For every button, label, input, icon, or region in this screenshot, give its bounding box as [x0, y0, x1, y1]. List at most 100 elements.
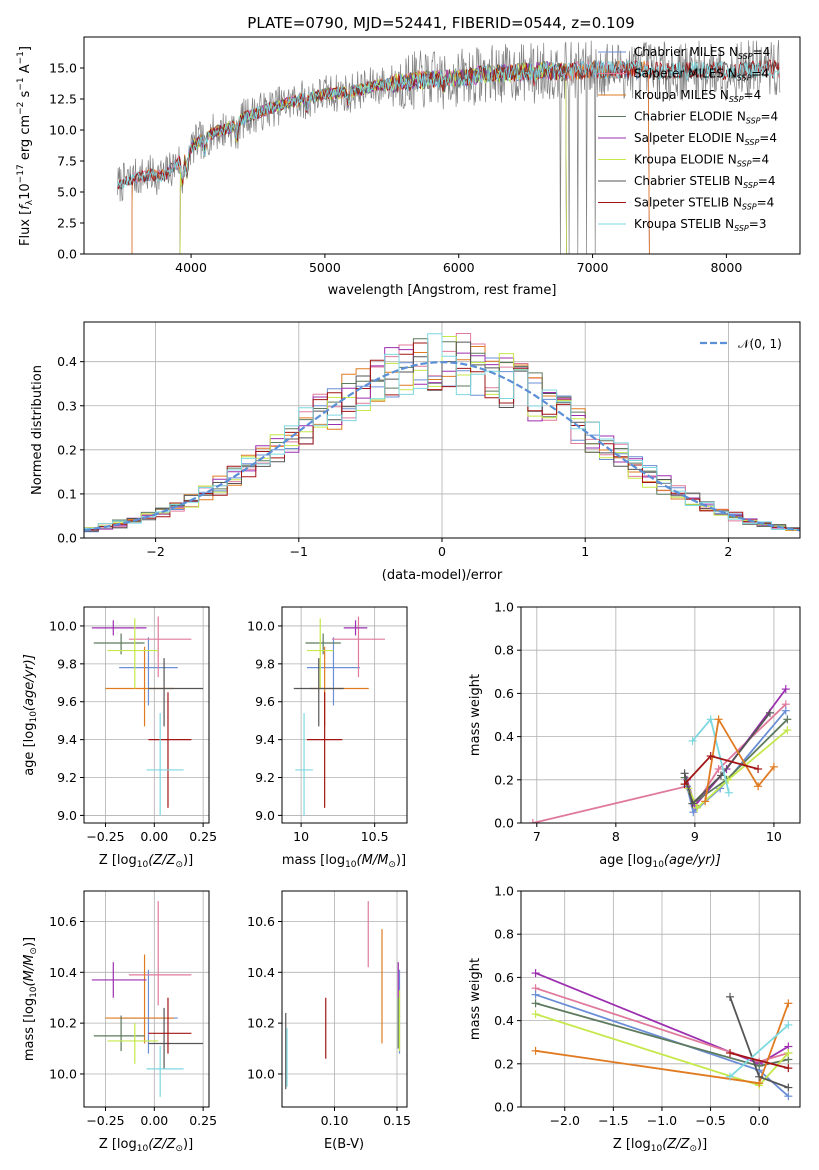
mass-vs-Z-point-salpeter-elodie: [91, 962, 147, 998]
massweight-vs-Z-marker-chabrier-elodie: [531, 999, 540, 1008]
massweight-vs-Z-xtick-label: −2.0: [550, 1113, 580, 1128]
legend-label-kroupa-elodie: Kroupa ELODIE NSSP=4: [634, 153, 769, 169]
mass-vs-Z-ytick-label: 10.6: [49, 914, 77, 929]
spectrum-xtick-label: 6000: [443, 260, 475, 275]
massweight-vs-Z-xtick-label: 0.0: [749, 1113, 769, 1128]
legend-label-chabrier-miles: Chabrier MILES NSSP=4: [634, 45, 770, 61]
residuals-xtick-label: −1: [290, 544, 308, 559]
massweight-vs-age-marker-kroupa-miles: [769, 762, 778, 771]
massweight-vs-Z-marker-kroupa-miles: [784, 999, 793, 1008]
mass-vs-Z-axes-frame: [83, 890, 210, 1108]
mass-vs-EBV-ytick-label: 10.0: [247, 1066, 275, 1081]
residuals-legend: 𝒩(0, 1): [700, 337, 782, 351]
normal-legend-label: 𝒩(0, 1): [738, 337, 782, 351]
massweight-vs-age-marker-salpeter-miles: [528, 819, 537, 823]
mass-vs-Z-grid: [84, 891, 209, 1107]
massweight-vs-age-marker-kroupa-elodie: [783, 726, 792, 735]
legend-label-salpeter-stelib: Salpeter STELIB NSSP=4: [634, 196, 774, 212]
massweight-vs-age-marker-salpeter-elodie: [781, 685, 790, 694]
legend-label-salpeter-elodie: Salpeter ELODIE NSSP=4: [634, 131, 777, 147]
massweight-vs-age-lines: [528, 685, 792, 823]
massweight-vs-age-ytick-label: 0.4: [494, 729, 514, 744]
massweight-vs-age-marker-kroupa-stelib: [706, 715, 715, 724]
residuals-xtick-label: 2: [724, 544, 732, 559]
massweight-vs-age-xtick-label: 8: [612, 829, 620, 844]
massweight-vs-Z-ytick-label: 0.2: [494, 1056, 514, 1071]
age-vs-Z-ylabel: age [log10(age/yr)]: [22, 654, 39, 776]
massweight-vs-Z-marker-kroupa-elodie: [784, 1049, 793, 1057]
age-vs-Z-point-kroupa-elodie: [107, 618, 159, 689]
age-vs-Z-point-chabrier-stelib: [148, 658, 204, 727]
age-vs-mass-axes-frame: [281, 606, 408, 824]
massweight-vs-age-marker-chabrier-stelib: [716, 771, 725, 780]
residuals-ytick-label: 0.0: [57, 531, 77, 546]
age-vs-mass-point-chabrier-miles: [307, 637, 360, 706]
massweight-vs-Z-xlabel: Z [log10(Z/Z⊙)]: [613, 1137, 707, 1154]
massweight-vs-age-ylabel: mass weight: [468, 674, 483, 756]
age-vs-mass-point-salpeter-stelib: [307, 692, 343, 808]
massweight-vs-Z-xtick-label: −1.0: [647, 1113, 677, 1128]
age-vs-mass-ytick-label: 9.2: [255, 770, 275, 785]
massweight-vs-Z-line-kroupa-stelib: [729, 1024, 789, 1078]
age-vs-mass-ytick-label: 10.0: [247, 618, 275, 633]
residuals-xtick-label: 0: [438, 544, 446, 559]
mass-vs-EBV-xtick-label: 0.15: [383, 1113, 411, 1128]
massweight-vs-Z-marker-kroupa-stelib: [784, 1020, 793, 1029]
massweight-vs-age-marker-kroupa-elodie: [693, 803, 702, 812]
age-vs-Z-ytick-label: 10.0: [49, 618, 77, 633]
age-vs-mass-xlabel: mass [log10(M/M⊙)]: [282, 853, 406, 870]
age-vs-Z-xtick-label: 0.00: [140, 829, 168, 844]
spectrum-lines: [117, 39, 781, 254]
mass-vs-Z-point-kroupa-stelib: [146, 1046, 184, 1097]
massweight-vs-Z-ticks: −2.0 −1.5 −1.0 −0.5 0.0 0.0 0.2 0.4 0.6 0.8 1.0: [494, 884, 769, 1129]
age-vs-mass-grid: [282, 607, 407, 823]
spectrum-xtick-label: 8000: [710, 260, 742, 275]
mass-vs-Z-point-salpeter-miles: [128, 901, 192, 1006]
massweight-vs-Z-marker-chabrier-stelib: [755, 1072, 764, 1081]
massweight-vs-age-marker-chabrier-stelib: [688, 799, 697, 808]
massweight-vs-age-marker-chabrier-elodie: [783, 715, 792, 724]
mass-vs-EBV-grid: [282, 891, 407, 1107]
massweight-vs-age-ticks: 7 8 9 10 0.0 0.2 0.4 0.6 0.8 1.0: [494, 600, 782, 845]
age-vs-mass-ytick-label: 9.4: [255, 732, 275, 747]
mass-vs-Z-point-chabrier-stelib: [148, 1007, 204, 1069]
spectrum-xlabel: wavelength [Angstrom, rest frame]: [328, 283, 557, 298]
residuals-ytick-label: 0.3: [57, 398, 77, 413]
mass-vs-Z-panel: −0.25 0.00 0.25 10.0 10.2 10.4 10.6 Z [log10(Z…: [22, 890, 217, 1154]
spectrum-axes-frame: [83, 36, 801, 255]
residual-histogram-kroupa-stelib: [84, 333, 800, 534]
mass-vs-Z-xtick-label: −0.25: [86, 1113, 124, 1128]
massweight-vs-age-marker-salpeter-miles: [714, 765, 723, 773]
massweight-vs-Z-line-salpeter-stelib: [729, 1052, 789, 1069]
age-vs-Z-axes-frame: [83, 606, 210, 824]
residuals-ytick-label: 0.4: [57, 354, 77, 369]
mass-vs-Z-point-salpeter-stelib: [148, 997, 192, 1054]
massweight-vs-Z-marker-chabrier-elodie: [755, 1061, 764, 1070]
residuals-ytick-label: 0.2: [57, 442, 77, 457]
massweight-vs-age-marker-chabrier-stelib: [765, 708, 774, 717]
massweight-vs-age-axes-frame: [520, 606, 801, 824]
massweight-vs-Z-panel: −2.0 −1.5 −1.0 −0.5 0.0 0.0 0.2 0.4 0.6 0.8 1.0 Z …: [468, 884, 801, 1154]
age-vs-Z-ticks: −0.25 0.00 0.25 9.0 9.2 9.4 9.6 9.8 10.0: [49, 618, 217, 844]
massweight-vs-Z-marker-kroupa-stelib: [726, 1072, 735, 1081]
legend-label-chabrier-stelib: Chabrier STELIB NSSP=4: [634, 174, 776, 190]
normal-pdf-curve: [84, 360, 800, 532]
age-vs-Z-point-salpeter-stelib: [148, 692, 192, 808]
mass-vs-Z-xtick-label: 0.00: [140, 1113, 168, 1128]
spectrum-ytick-label: 10.0: [49, 123, 77, 138]
mass-vs-Z-ticks: −0.25 0.00 0.25 10.0 10.2 10.4 10.6: [49, 914, 217, 1128]
massweight-vs-Z-marker-chabrier-miles: [531, 990, 540, 999]
mass-vs-Z-point-kroupa-miles: [105, 954, 174, 1044]
mass-vs-Z-point-chabrier-elodie: [93, 1015, 145, 1052]
massweight-vs-age-marker-kroupa-miles: [701, 797, 710, 806]
age-vs-Z-point-chabrier-miles: [119, 637, 178, 706]
massweight-vs-Z-xtick-label: −0.5: [695, 1113, 725, 1128]
mass-vs-Z-ytick-label: 10.0: [49, 1066, 77, 1081]
massweight-vs-Z-marker-salpeter-elodie: [531, 969, 540, 978]
mass-vs-Z-ytick-label: 10.2: [49, 1016, 77, 1031]
age-vs-Z-xtick-label: −0.25: [86, 829, 124, 844]
age-vs-Z-xlabel: Z [log10(Z/Z⊙)]: [99, 853, 193, 870]
age-vs-mass-ticks: 10 10.5 9.0 9.2 9.4 9.6 9.8 10.0: [247, 618, 388, 844]
spectrum-ytick-label: 12.5: [49, 92, 77, 107]
legend-label-kroupa-stelib: Kroupa STELIB NSSP=3: [634, 217, 766, 233]
